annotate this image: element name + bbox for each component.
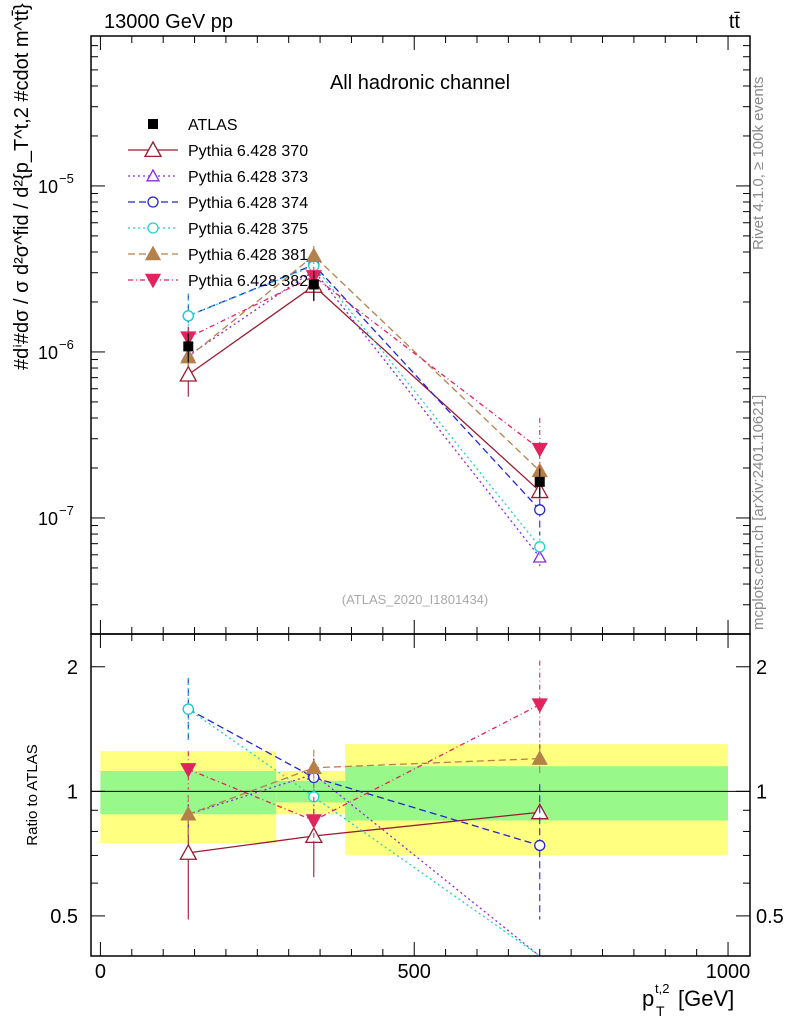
x-axis-label-unit: [GeV] (678, 986, 734, 1011)
main-point (179, 365, 198, 382)
legend-marker (147, 222, 159, 234)
main-line-3 (188, 264, 541, 511)
ratio-point (534, 839, 546, 852)
legend-label: Pythia 6.428 373 (188, 169, 308, 186)
y-axis-label-ratio: Ratio to ATLAS (24, 744, 41, 845)
legend-marker (147, 196, 159, 208)
x-ticks: 0 500 1000 (95, 36, 750, 983)
y-tick-label-ratio-left: 2 (67, 657, 78, 679)
rivet-label: Rivet 4.1.0, ≥ 100k events (750, 77, 767, 250)
legend-marker-atlas (148, 119, 158, 129)
ratio-point (305, 759, 322, 775)
main-line-6 (187, 275, 541, 450)
ratio-point (305, 814, 322, 829)
ratio-panel: 2 2 1 1 0.5 0.5 Ratio to ATLAS (24, 633, 784, 957)
y-axis-label-main-text: #dⁱ#dσ / σ d²σ^fid / d²{p_T^t,2 #cdot m^… (11, 0, 33, 370)
y-tick-label-main-exp: −7 (59, 503, 74, 518)
legend-label: Pythia 6.428 374 (188, 195, 308, 212)
legend-marker (143, 140, 163, 158)
y-tick-label-main: 10 (38, 509, 58, 529)
legend-label: Pythia 6.428 370 (188, 143, 308, 160)
header-right: tt̄ (729, 11, 741, 33)
legend: ATLAS Pythia 6.428 370 Pythia 6.428 373 Pyt… (128, 117, 308, 290)
x-axis-label: p T t,2 [GeV] (642, 981, 734, 1019)
y-axis-label-main: #dⁱ#dσ / σ d²σ^fid / d²{p_T^t,2 #cdot m^… (11, 0, 33, 370)
mcplots-label: mcplots.cern.ch [arXiv:2401.10621] (750, 395, 767, 630)
main-line-4 (188, 265, 541, 548)
channel-title: All hadronic channel (330, 72, 510, 94)
ratio-point (182, 703, 194, 715)
legend-marker (145, 168, 161, 182)
ratio-ticks: 2 2 1 1 0.5 0.5 (50, 657, 784, 928)
ratio-bands (91, 744, 750, 856)
ratio-frame (90, 633, 751, 957)
legend-label: ATLAS (188, 117, 238, 134)
y-tick-label-ratio-right: 2 (756, 657, 767, 679)
y-tick-label-main: 10 (38, 177, 58, 197)
ratio-point (179, 843, 198, 860)
x-axis-label-sub: T (656, 1003, 665, 1019)
ratio-point (180, 805, 197, 821)
y-tick-label-main-exp: −5 (59, 171, 74, 186)
main-ticks: 10−510−610−7 (38, 35, 750, 635)
atlas-point (308, 279, 319, 290)
ratio-line-4 (187, 708, 541, 956)
main-point (534, 504, 546, 516)
main-line-2 (187, 269, 541, 558)
ratio-line-3 (187, 708, 540, 847)
legend-marker (144, 245, 162, 261)
legend-marker (144, 273, 162, 289)
main-line-5 (187, 254, 541, 472)
y-tick-label-ratio-right: 0.5 (756, 906, 784, 928)
x-tick-label: 0 (95, 961, 106, 983)
main-point (534, 541, 546, 553)
atlas-point (183, 341, 194, 352)
y-tick-label-main-exp: −6 (59, 337, 74, 352)
ratio-series (179, 660, 549, 956)
main-panel: All hadronic channel (ATLAS_2020_I180143… (38, 35, 751, 635)
legend-label: Pythia 6.428 382 (188, 273, 308, 290)
header-left: 13000 GeV pp (104, 11, 233, 33)
main-point (182, 310, 194, 322)
x-tick-label: 500 (398, 961, 431, 983)
atlas-point (534, 476, 545, 487)
x-axis-label-sup: t,2 (655, 981, 669, 996)
ratio-point (531, 698, 548, 713)
legend-label: Pythia 6.428 381 (188, 247, 308, 264)
main-line-1 (187, 285, 541, 492)
analysis-label: (ATLAS_2020_I1801434) (342, 592, 488, 607)
x-axis-label-main: p (642, 986, 654, 1011)
x-tick-label: 1000 (706, 961, 751, 983)
main-point (531, 442, 548, 458)
y-tick-label-ratio-left: 0.5 (50, 906, 78, 928)
y-tick-label-main: 10 (38, 343, 58, 363)
main-point (305, 247, 322, 262)
legend-label: Pythia 6.428 375 (188, 221, 308, 238)
ratio-point (531, 750, 548, 765)
main-series (179, 245, 549, 567)
y-tick-label-ratio-left: 1 (67, 781, 78, 803)
main-point (532, 549, 547, 563)
y-tick-label-ratio-right: 1 (756, 781, 767, 803)
ratio-point (180, 763, 197, 778)
